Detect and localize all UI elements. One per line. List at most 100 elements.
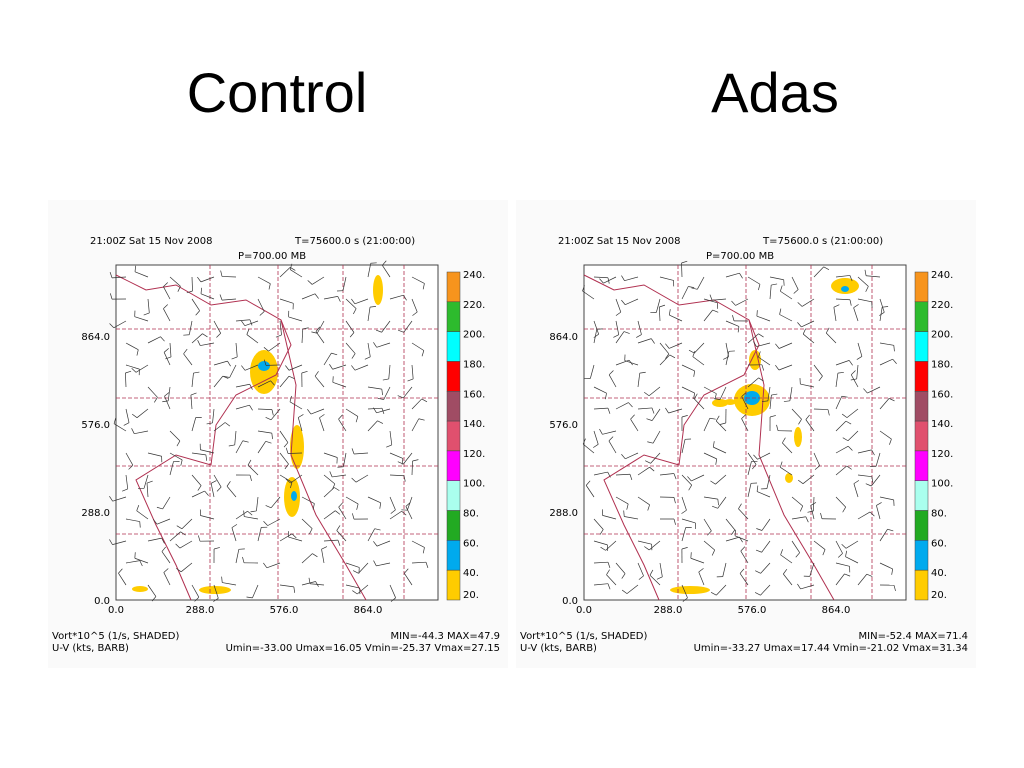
wind-barb [719,386,727,400]
wind-barb-feather [756,528,763,531]
wind-barb [266,562,281,569]
colorbar-box [446,569,461,601]
wind-barb [343,452,347,467]
wind-barb-feather [381,389,383,396]
wind-barb [857,449,872,454]
wind-barb-feather [131,413,138,418]
wind-barb [615,562,626,574]
wind-barb-feather [758,333,764,338]
wind-barb [147,298,150,313]
wind-barb-feather [351,365,356,371]
wind-barb [582,443,595,454]
colorbar-box [914,420,929,452]
wind-barb [694,398,705,410]
colorbar-box [446,480,461,511]
wind-barb-feather [600,546,606,551]
wind-barb [615,473,630,476]
wind-barb [279,267,291,278]
wind-barb [637,496,650,506]
wind-barb [257,441,267,454]
wind-barb-feather [351,298,356,305]
wind-barb-feather [656,576,663,580]
colorbar-label: 60. [931,538,947,549]
wind-barb [164,395,171,410]
wind-barb-feather [128,464,134,470]
wind-barb [162,496,171,510]
wind-barb [163,308,171,322]
wind-barb [637,407,652,410]
wind-barb-feather [227,360,231,367]
wind-barb [779,314,793,322]
wind-barb [367,420,378,432]
wind-barb [624,516,639,520]
wind-barb [703,309,713,322]
wind-barb [879,298,885,313]
wind-barb [681,386,695,394]
wind-barb [769,395,772,410]
y-tick-label: 0.0 [562,596,578,607]
wind-barb-feather [754,592,761,596]
wind-barb [134,557,149,564]
wind-barb [761,518,771,531]
wind-barb [703,452,717,460]
wind-barb [332,364,347,370]
wind-barb [301,581,316,586]
wind-barb [288,364,303,371]
wind-barb-feather [337,540,341,546]
wind-barb-feather [334,487,340,491]
wind-barb-feather [756,485,759,492]
wind-barb-feather [797,479,804,484]
wind-barb-feather [242,556,245,563]
wind-barb-feather [822,549,826,556]
wind-barb-feather [865,286,869,292]
wind-barb [769,285,772,300]
wind-barb-feather [263,562,268,569]
wind-barb-feather [285,478,291,484]
wind-barb [147,452,162,457]
x-tick-label: 288.0 [186,605,215,616]
wind-barb [780,467,793,476]
wind-barb-feather [849,275,853,282]
wind-barb [722,562,727,577]
wind-barb-feather [698,568,704,573]
wind-barb [813,266,824,278]
wind-barb-feather [271,433,273,440]
wind-barb [229,364,237,378]
wind-barb-feather [841,395,848,398]
wind-barb [191,276,193,292]
wind-barb [191,417,197,432]
coastline [115,274,292,601]
wind-barb-feather [352,570,359,574]
wind-barb [169,461,174,476]
wind-barb-feather [607,562,611,568]
wind-barb [323,296,338,300]
wind-barb-feather [889,438,892,445]
wind-barb [615,298,622,313]
colorbar-box [914,331,929,362]
wind-barb-feather [153,519,158,525]
wind-barb-feather [669,354,676,359]
wind-barb-feather [284,463,289,470]
wind-barb [221,276,237,278]
wind-barb-feather [850,370,856,375]
wind-barb [715,474,727,485]
slide-title: Adas [711,61,839,124]
wind-barb-feather [805,414,810,420]
wind-barb-feather [213,547,220,550]
wind-barb-feather [374,528,381,531]
vorticity-core [291,491,297,501]
wind-barb [800,584,815,590]
wind-barb-feather [795,552,800,558]
wind-barb [210,483,215,498]
wind-barb-feather [863,388,868,394]
wind-barb [856,364,859,379]
wind-barb [703,540,715,551]
wind-barb-feather [213,598,219,602]
wind-barb-feather [268,283,271,290]
wind-barb [835,420,847,432]
wind-barb-feather [647,441,654,444]
wind-barb [183,353,193,366]
wind-barb [279,430,289,443]
wind-barb-feather [869,511,875,517]
wind-barb [367,407,382,410]
